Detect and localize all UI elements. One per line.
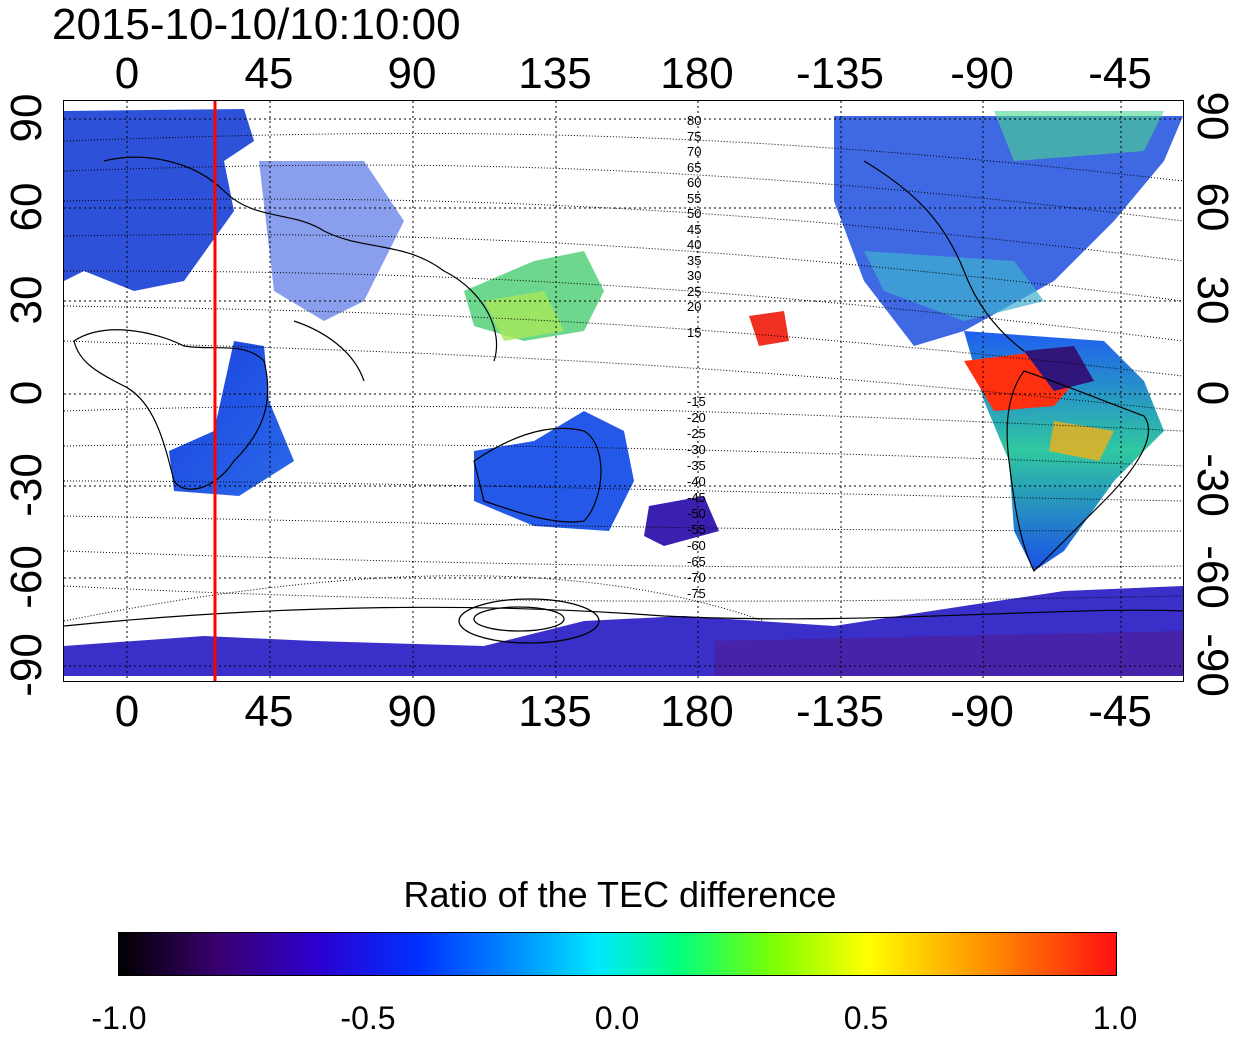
contour-label: -55	[687, 522, 706, 537]
right-axis-label: -60	[1188, 545, 1237, 609]
left-axis-label: 90	[2, 93, 51, 143]
top-axis-label: 180	[660, 49, 734, 98]
contour-label: 15	[687, 324, 702, 340]
contour-label: 75	[687, 128, 702, 144]
contour-label: -45	[687, 490, 706, 505]
contour-label: -75	[687, 586, 706, 601]
colorbar-tick-label: 1.0	[1092, 1000, 1138, 1036]
bottom-axis-label: 180	[660, 687, 734, 736]
coastlines	[64, 156, 1183, 627]
contour-label: 70	[687, 144, 702, 159]
contour-label: -70	[687, 570, 706, 585]
top-axis-label: -135	[795, 49, 885, 98]
top-axis-label: 45	[244, 49, 294, 98]
left-axis-label: -90	[2, 633, 51, 697]
contour-label: 45	[687, 221, 702, 237]
contour-label: 25	[687, 283, 702, 299]
contour-label: 30	[687, 268, 702, 283]
left-axis-label: 0	[2, 380, 51, 406]
top-axis-label: -45	[1088, 49, 1152, 98]
left-axis-label: -60	[2, 545, 51, 609]
bottom-axis-label: -135	[795, 687, 885, 736]
bottom-axis-label: 45	[244, 687, 294, 736]
contour-label: -25	[687, 426, 706, 441]
left-axis-label: 60	[2, 182, 51, 232]
contour-label: -15	[687, 394, 706, 409]
right-axis-label: 0	[1188, 380, 1237, 406]
right-axis-label: -90	[1188, 633, 1237, 697]
contour-label: 40	[687, 237, 702, 252]
map-area: 80 75 70 65 60 55 50 45 40 35 30 25 20 1…	[63, 100, 1184, 682]
right-axis-label: 60	[1188, 182, 1237, 232]
contour-label: -35	[687, 458, 706, 473]
left-axis-label: 30	[2, 275, 51, 325]
contour-label: 80	[687, 113, 702, 128]
top-axis-label: -90	[950, 49, 1014, 98]
bottom-axis-label: 90	[387, 687, 437, 736]
contour-label: 20	[687, 299, 702, 314]
top-axis-label: 135	[518, 49, 592, 98]
contour-label: 55	[687, 190, 702, 206]
contour-ellipse	[458, 598, 600, 644]
contour-label: 60	[687, 175, 702, 190]
right-axis-label: -30	[1188, 453, 1237, 517]
bottom-axis-label: 135	[518, 687, 592, 736]
bottom-axis-label: -45	[1088, 687, 1152, 736]
contour-labels-south: -15 -20 -25 -30 -35 -40 -45 -50 -55 -60 …	[687, 394, 706, 602]
contour-label: -20	[687, 410, 706, 425]
right-axis-label: 30	[1188, 275, 1237, 325]
contour-label: -40	[687, 474, 706, 489]
colorbar-tick-label: 0.0	[594, 1000, 640, 1036]
colorbar	[118, 932, 1117, 976]
contour-lines	[64, 132, 1183, 622]
contour-labels-north: 80 75 70 65 60 55 50 45 40 35 30 25 20 1…	[687, 113, 701, 340]
contour-label: -50	[687, 506, 706, 521]
top-axis-label: 90	[387, 49, 437, 98]
bottom-axis-label: -90	[950, 687, 1014, 736]
contour-label: 65	[687, 159, 702, 175]
contour-label: -65	[687, 554, 706, 569]
contour-label: 50	[687, 206, 702, 221]
right-axis-label: 90	[1188, 91, 1237, 141]
contour-label: 35	[687, 252, 702, 268]
colorbar-tick-label: -0.5	[340, 1000, 396, 1036]
bottom-axis-label: 0	[114, 687, 140, 736]
colorbar-title: Ratio of the TEC difference	[403, 874, 837, 915]
colorbar-tick-label: 0.5	[843, 1000, 889, 1036]
colorbar-tick-label: -1.0	[91, 1000, 147, 1036]
map-canvas	[64, 101, 1183, 681]
contour-label: -60	[687, 538, 706, 553]
left-axis-label: -30	[2, 453, 51, 517]
tec-data-layer	[64, 109, 1183, 676]
contour-ellipse	[473, 606, 565, 632]
contour-label: -30	[687, 442, 706, 457]
top-axis-label: 0	[114, 49, 140, 98]
map-title: 2015-10-10/10:10:00	[52, 0, 461, 49]
